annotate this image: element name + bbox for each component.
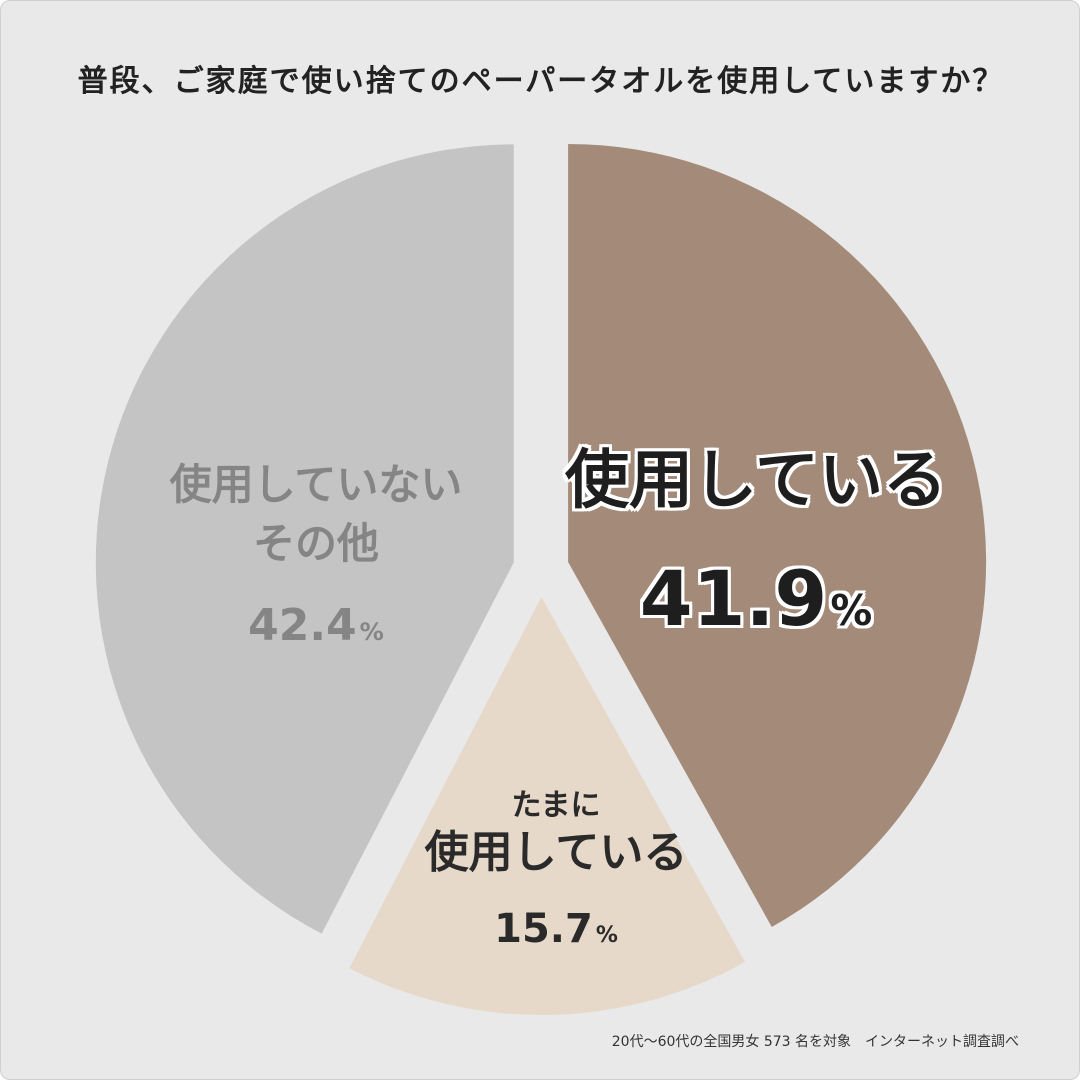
percent-unit: % <box>595 923 618 948</box>
slice-sometimes-used <box>349 597 746 1015</box>
source-note: 20代～60代の全国男女 573 名を対象 インターネット調査調べ <box>611 1034 1019 1050</box>
slice-label-not-used-line2: その他 <box>252 518 379 568</box>
label-sometimes-used: たまに 使用している 15.7% <box>391 788 721 950</box>
slice-not-used <box>95 144 514 934</box>
slice-label-used-name: 使用している <box>564 444 948 518</box>
percent-unit: % <box>830 586 873 635</box>
percent-unit: % <box>359 617 384 646</box>
label-not-used: 使用していない その他 42.4% <box>141 456 491 648</box>
value-text: 15.7 <box>494 906 593 952</box>
slice-label-not-used-value: 42.4% <box>141 603 491 648</box>
slice-label-sometimes-line2: 使用している <box>424 827 688 878</box>
value-text: 41.9 <box>639 554 828 643</box>
slice-label-sometimes-line1: たまに <box>511 788 601 823</box>
label-used: 使用している 41.9% <box>561 449 951 637</box>
slice-label-not-used-line1: 使用していない <box>169 460 463 509</box>
slice-label-used-value: 41.9% <box>561 561 951 637</box>
value-text: 42.4 <box>248 599 357 651</box>
slice-used <box>568 143 987 927</box>
chart-title: 普段、ご家庭で使い捨てのペーパータオルを使用していますか？ <box>77 64 1005 99</box>
slice-label-sometimes-value: 15.7% <box>391 909 721 949</box>
